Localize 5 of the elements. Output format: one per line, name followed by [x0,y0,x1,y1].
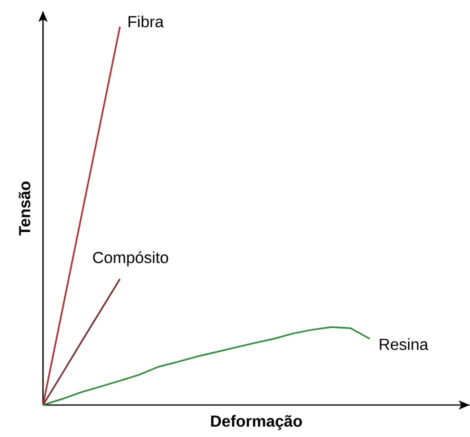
x-axis-title: Deformação [211,415,302,430]
series-label: Resina [380,338,428,350]
y-axis-title: Tensão [18,182,30,236]
series-label: Compósito [93,251,168,266]
series-label: Fibra [128,16,164,28]
